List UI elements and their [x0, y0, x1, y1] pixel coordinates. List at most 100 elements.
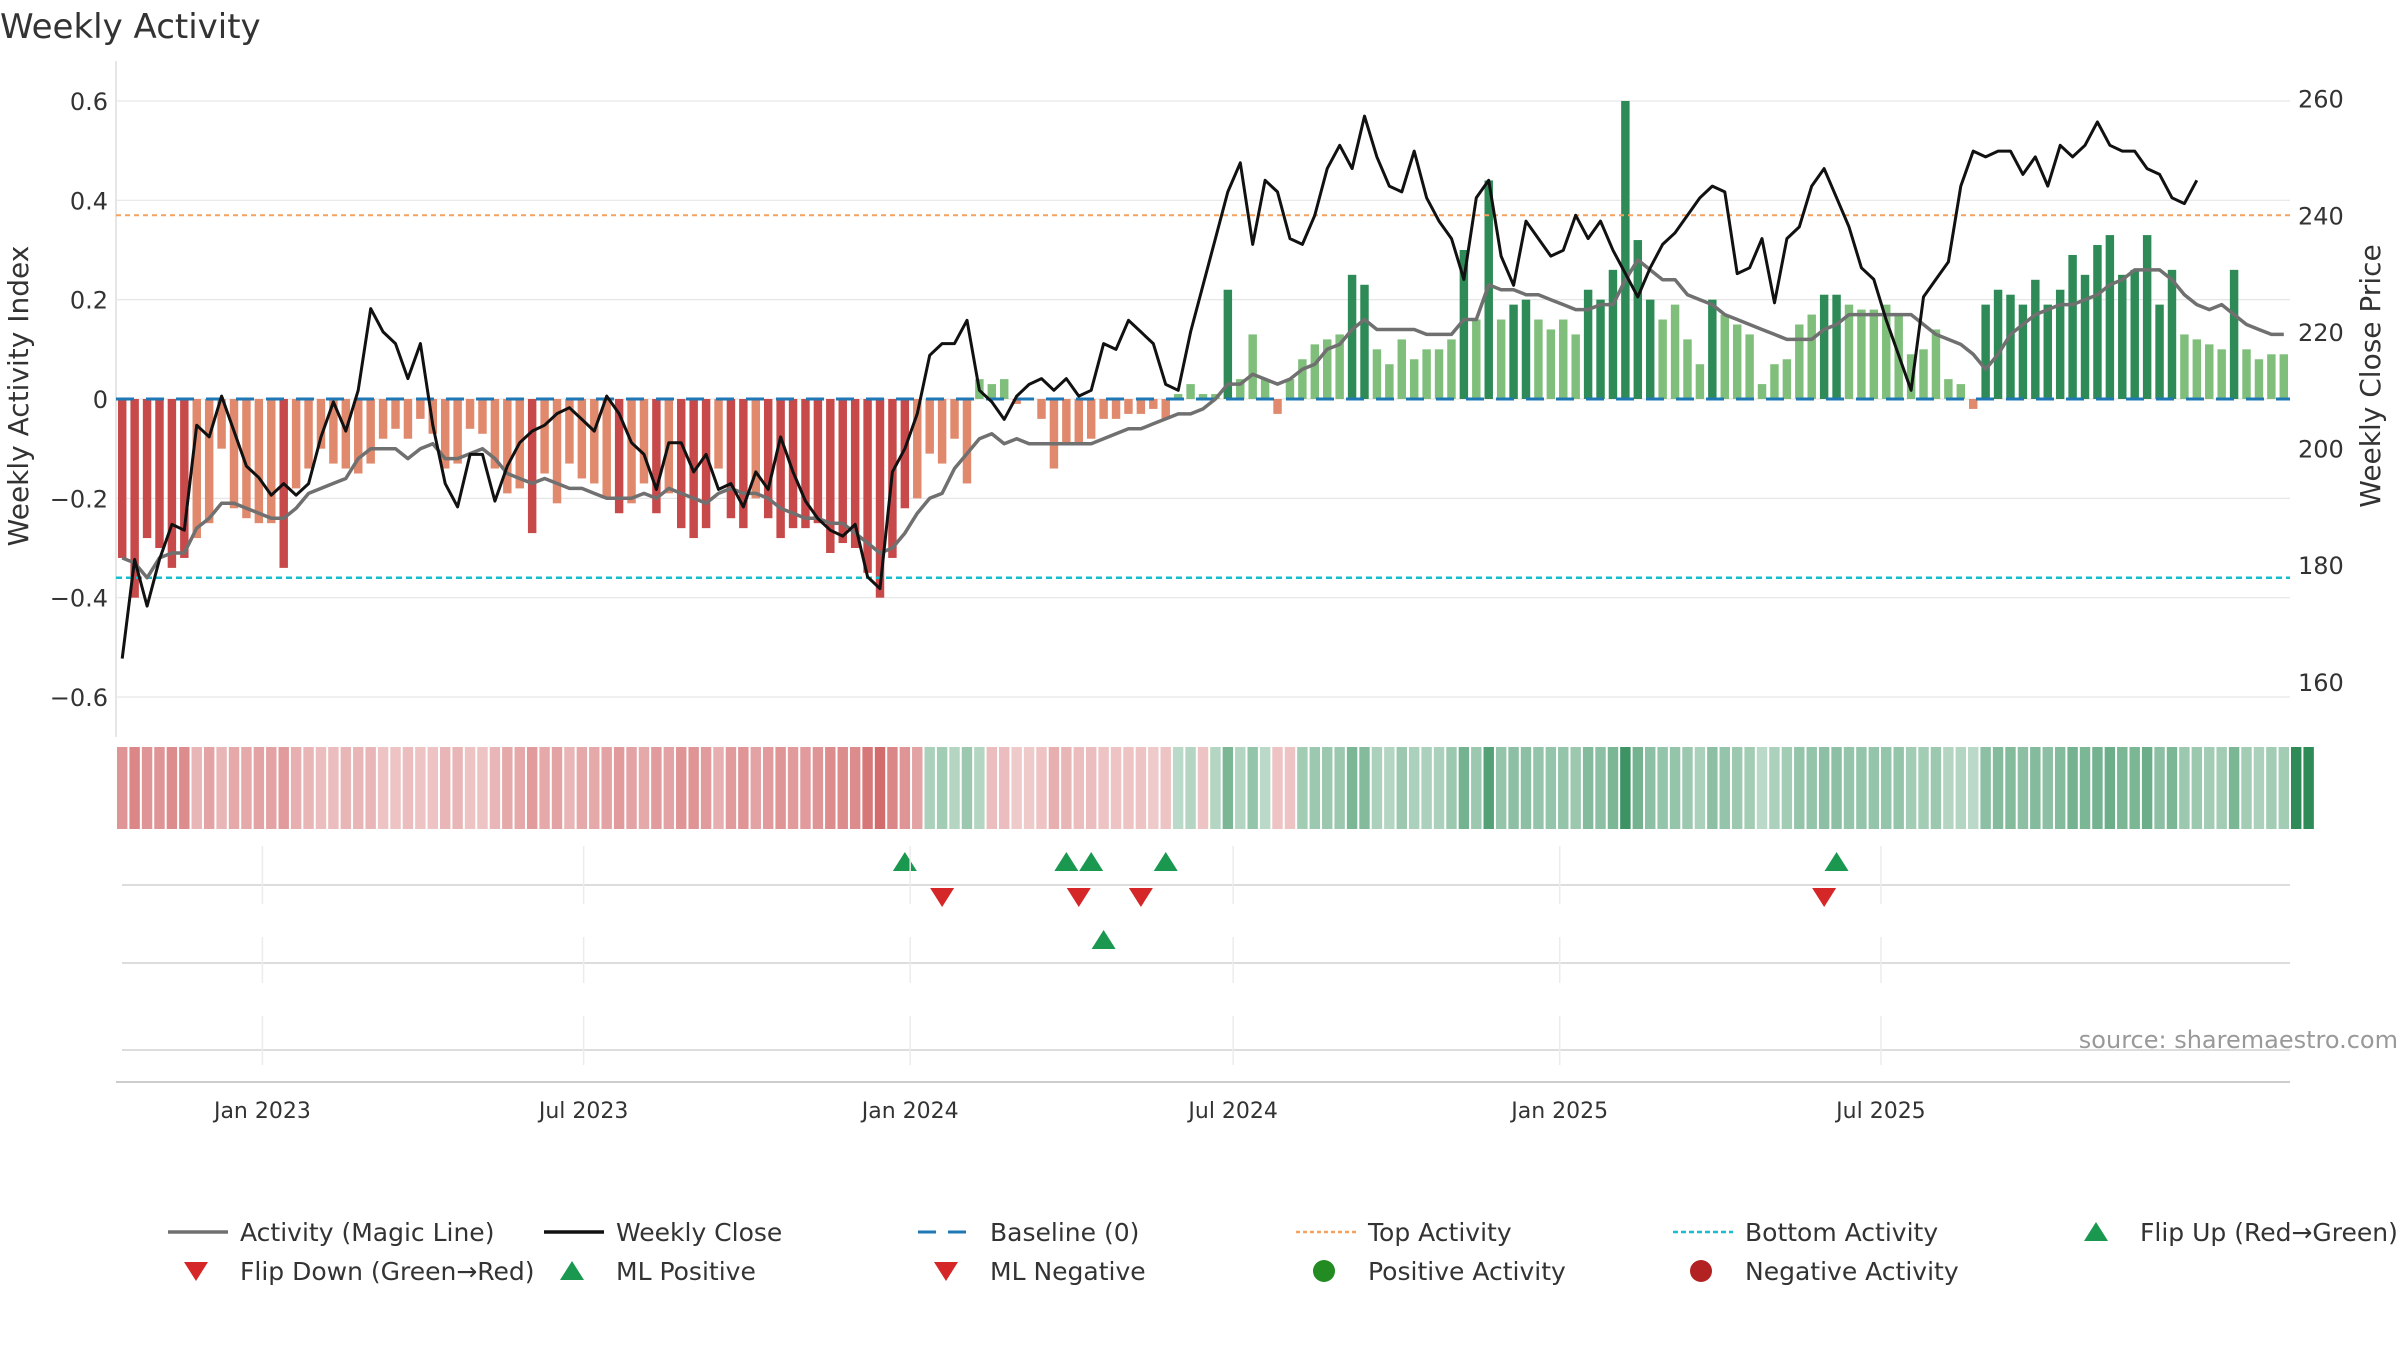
x-tick-label: Jul 2024 — [1186, 1099, 1278, 1124]
legend-item: Bottom Activity — [1673, 1218, 1938, 1247]
activity-bar — [1298, 359, 1307, 399]
state-strip-cell — [899, 747, 911, 829]
state-strip-cell — [961, 747, 973, 829]
activity-bar — [391, 399, 400, 429]
state-strip-cell — [1197, 747, 1209, 829]
legend-triangle-up-icon — [560, 1261, 584, 1280]
activity-bar — [2055, 289, 2065, 399]
state-strip-cell — [1210, 747, 1221, 829]
state-strip-cell — [1085, 747, 1097, 829]
state-strip-cell — [402, 747, 414, 829]
state-strip-cell — [365, 747, 376, 829]
state-strip-cell — [1794, 747, 1805, 829]
legend-item: ML Negative — [934, 1257, 1146, 1286]
state-strip-cell — [551, 747, 563, 829]
state-strip-cell — [1831, 747, 1842, 829]
state-strip-cell — [862, 747, 873, 829]
legend: Activity (Magic Line) Weekly Close Baselin… — [168, 1218, 2398, 1286]
state-strip-cell — [1582, 747, 1594, 829]
legend-item: Flip Up (Red→Green) — [2084, 1218, 2398, 1247]
activity-bar — [1186, 384, 1195, 399]
activity-bar — [2130, 269, 2139, 399]
activity-bar — [1509, 304, 1518, 399]
legend-item: Baseline (0) — [918, 1218, 1139, 1247]
activity-bar — [1844, 304, 1854, 399]
activity-bar — [316, 399, 326, 449]
state-strip-cell — [849, 747, 861, 829]
activity-bar — [1757, 384, 1767, 399]
state-strip-cell — [750, 747, 761, 829]
activity-bar — [329, 399, 338, 464]
state-strip-cell — [1259, 747, 1271, 829]
activity-bar — [1198, 394, 1208, 399]
flip-down-marker — [930, 888, 955, 907]
state-strip-cell — [116, 747, 128, 829]
activity-bar — [1559, 319, 1568, 399]
activity-bar — [987, 384, 997, 399]
activity-bar — [763, 399, 773, 519]
activity-bar — [1981, 304, 1990, 399]
legend-label: Bottom Activity — [1745, 1218, 1938, 1247]
y-tick-left-label: −0.2 — [50, 485, 108, 513]
activity-bar — [726, 399, 736, 519]
state-strip-cell — [2179, 747, 2190, 829]
activity-bar — [1869, 309, 1879, 399]
state-strip-cell — [266, 747, 277, 829]
activity-bar — [2018, 304, 2028, 399]
y-tick-right-label: 240 — [2298, 202, 2344, 230]
state-strip-cell — [191, 747, 202, 829]
state-strip-cell — [812, 747, 824, 829]
activity-bar — [2080, 274, 2090, 399]
activity-bar — [1695, 364, 1705, 399]
activity-bar — [1273, 399, 1282, 414]
state-strip-cell — [1657, 747, 1668, 829]
state-strip-cell — [390, 747, 401, 829]
state-strip-cell — [1682, 747, 1693, 829]
state-strip-cell — [2191, 747, 2203, 829]
state-strip-cell — [1769, 747, 1780, 829]
activity-bar — [937, 399, 947, 464]
state-strip-cell — [1881, 747, 1892, 829]
activity-bar — [1434, 349, 1444, 399]
flip-markers — [122, 852, 2290, 1051]
state-strip-cell — [2266, 747, 2277, 829]
weekly-close-line — [120, 114, 2199, 659]
state-strip-cell — [1905, 747, 1917, 829]
state-strip-cell — [1595, 747, 1606, 829]
state-strip-cell — [1185, 747, 1196, 829]
legend-label: Flip Up (Red→Green) — [2140, 1218, 2398, 1247]
state-strip-cell — [526, 747, 538, 829]
legend-label: Positive Activity — [1368, 1257, 1566, 1286]
state-strip-cell — [2017, 747, 2029, 829]
state-strip-cell — [2253, 747, 2265, 829]
flip-up-marker — [1079, 852, 1104, 871]
activity-bar — [1409, 359, 1419, 399]
activity-bar — [1335, 334, 1344, 399]
state-strip-cell — [949, 747, 960, 829]
activity-bar — [627, 399, 636, 504]
state-strip-cell — [1284, 747, 1296, 829]
activity-bar — [602, 399, 611, 499]
state-strip-cell — [340, 747, 352, 829]
state-strip-cell — [377, 747, 389, 829]
y-tick-left-label: −0.6 — [50, 684, 108, 712]
activity-bar — [1658, 319, 1667, 399]
activity-bar — [1993, 289, 2003, 399]
state-strip-cell — [415, 747, 426, 829]
activity-bar — [1720, 314, 1729, 399]
activity-bar — [2180, 334, 2189, 399]
state-strip-cell — [1023, 747, 1035, 829]
activity-bar — [2279, 354, 2289, 399]
legend-item: Activity (Magic Line) — [168, 1218, 494, 1247]
legend-label: Top Activity — [1367, 1218, 1512, 1247]
activity-bar — [2006, 294, 2015, 399]
activity-bar — [2118, 274, 2127, 399]
activity-bar — [1683, 339, 1692, 399]
activity-bar — [1149, 399, 1158, 409]
state-strip-cell — [2129, 747, 2140, 829]
state-strip-cell — [1731, 747, 1743, 829]
legend-item: ML Positive — [560, 1257, 756, 1286]
state-strip-cell — [1011, 747, 1022, 829]
state-strip-cell — [166, 747, 178, 829]
activity-bar — [1223, 289, 1233, 399]
